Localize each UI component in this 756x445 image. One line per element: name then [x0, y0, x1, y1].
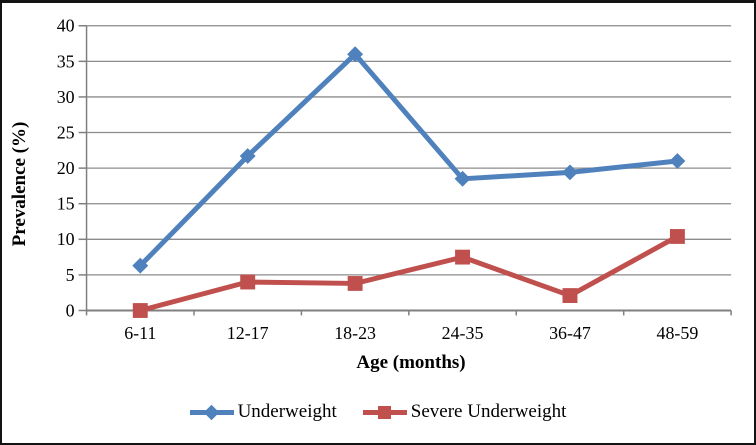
data-point-square	[132, 303, 148, 318]
y-tick-label: 5	[66, 265, 75, 285]
line-chart: 0 5 10 15 20 25 30 35 40 6-11 12-17 18-23 24-35 36-47…	[57, 16, 732, 343]
x-tick-label: 18-23	[334, 323, 376, 343]
y-tick-label: 20	[57, 158, 75, 178]
data-point-diamond	[562, 164, 578, 181]
y-axis-title: Prevalence (%)	[9, 121, 30, 247]
data-point-square	[455, 249, 471, 265]
x-tick-label: 6-11	[124, 323, 156, 343]
data-point-diamond	[132, 257, 149, 274]
diamond-marker-icon	[189, 404, 234, 420]
series-line-1	[137, 233, 680, 313]
data-point-diamond	[239, 148, 256, 164]
y-tick-label: 0	[66, 300, 75, 320]
legend-item: Underweight	[189, 401, 337, 423]
y-tick-label: 15	[57, 194, 75, 214]
y-tick-label: 40	[57, 16, 75, 36]
data-point-square	[240, 274, 256, 290]
y-tick-label: 30	[57, 87, 75, 107]
x-tick-label: 48-59	[657, 323, 699, 343]
data-point-diamond	[669, 153, 686, 169]
x-tick-label: 24-35	[442, 323, 484, 343]
legend-label: Underweight	[237, 401, 337, 422]
chart-legend: Underweight Severe Underweight	[2, 401, 754, 423]
square-marker-icon	[362, 404, 407, 420]
x-tick-label: 36-47	[549, 323, 591, 343]
data-point-square	[669, 229, 685, 244]
series-line-0	[137, 51, 680, 269]
y-tick-label: 10	[57, 229, 75, 249]
x-axis-title: Age (months)	[356, 352, 466, 373]
y-tick-label: 35	[57, 51, 75, 71]
y-tick-label: 25	[57, 123, 75, 143]
legend-item: Severe Underweight	[362, 401, 567, 423]
legend-label: Severe Underweight	[410, 401, 567, 422]
data-point-square	[347, 276, 363, 291]
data-point-square	[562, 288, 578, 303]
x-tick-label: 12-17	[227, 323, 269, 343]
data-point-diamond	[347, 46, 364, 63]
